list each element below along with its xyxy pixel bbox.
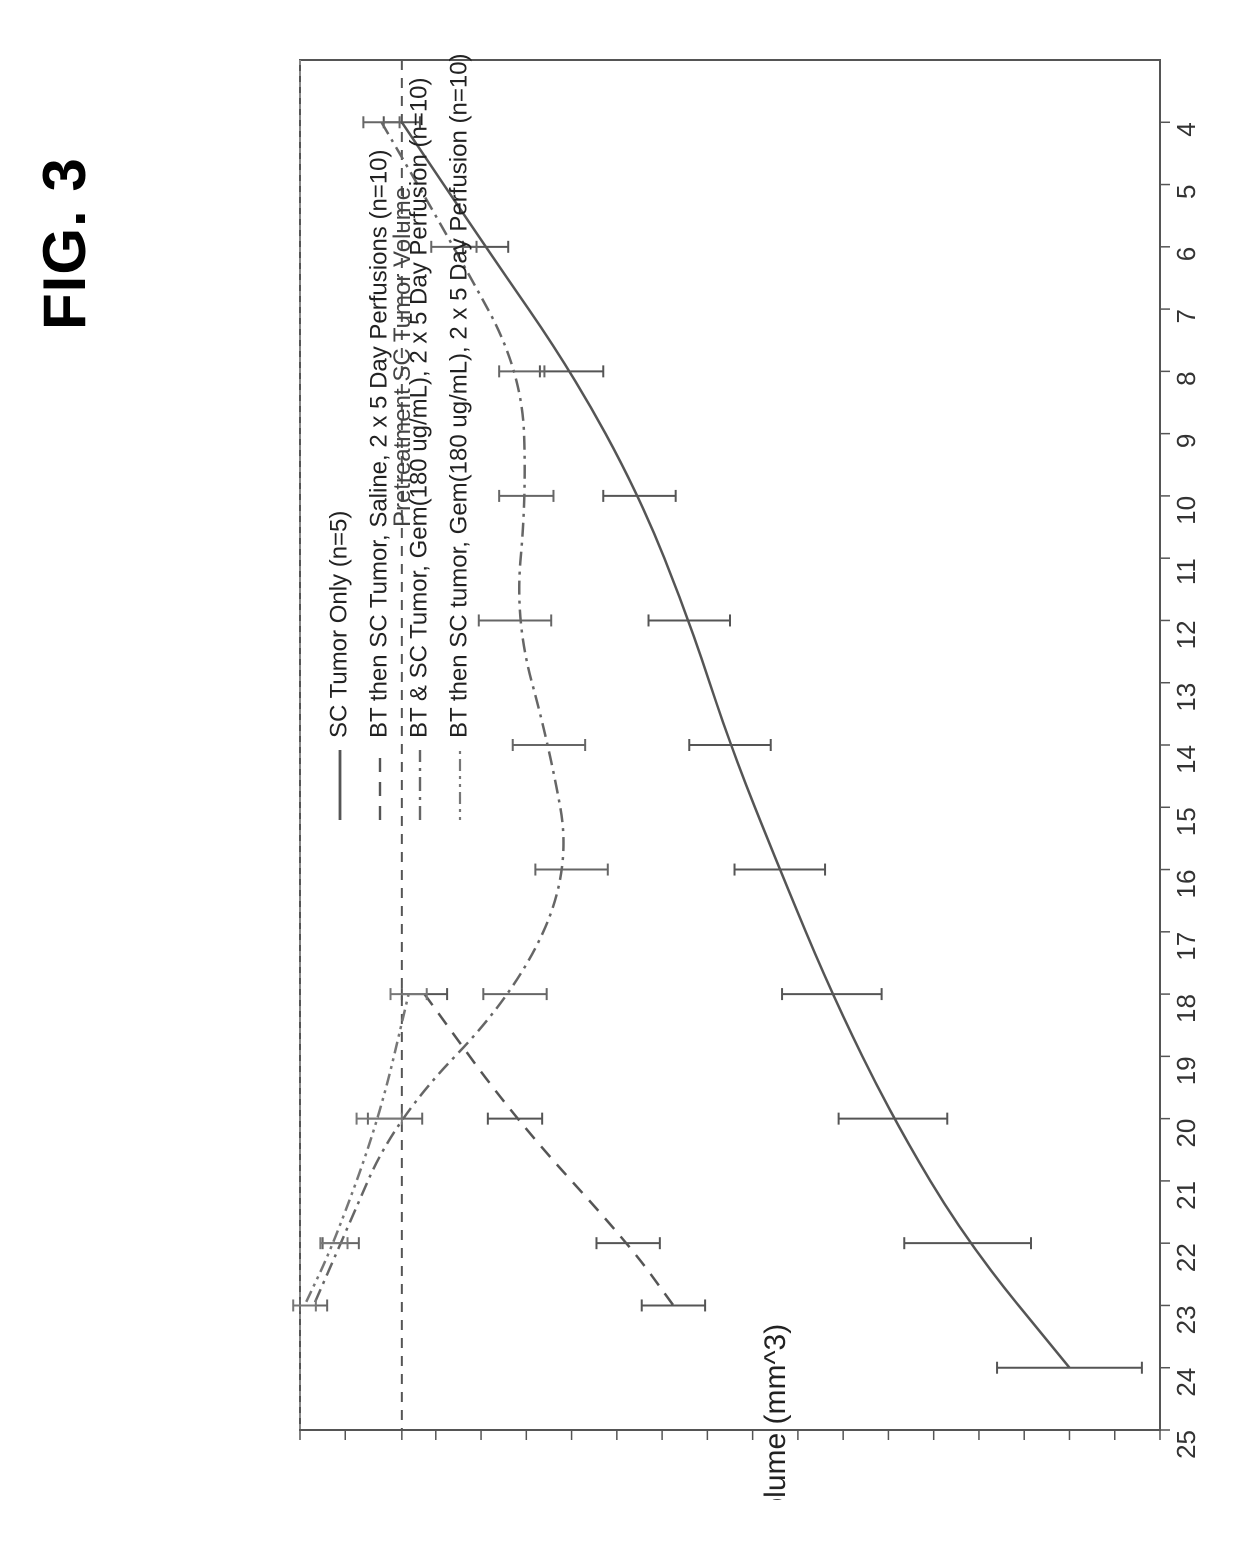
x-tick-label: 8 bbox=[1171, 371, 1200, 385]
x-tick-label: 22 bbox=[1171, 1243, 1200, 1272]
x-tick-label: 23 bbox=[1171, 1305, 1200, 1334]
legend-label: BT & SC Tumor, Gem(180 ug/mL), 2 x 5 Day… bbox=[405, 77, 432, 738]
x-tick-label: 24 bbox=[1171, 1368, 1200, 1397]
x-tick-label: 15 bbox=[1171, 807, 1200, 836]
legend-label: BT then SC tumor, Gem(180 ug/mL), 2 x 5 … bbox=[445, 53, 472, 738]
x-tick-label: 18 bbox=[1171, 994, 1200, 1023]
x-tick-label: 25 bbox=[1171, 1430, 1200, 1459]
legend-label: BT then SC Tumor, Saline, 2 x 5 Day Perf… bbox=[365, 149, 392, 738]
x-tick-label: 4 bbox=[1171, 122, 1200, 136]
x-tick-label: 6 bbox=[1171, 247, 1200, 261]
series-s2 bbox=[424, 994, 673, 1305]
legend-label: SC Tumor Only (n=5) bbox=[325, 511, 352, 738]
figure-label: FIG. 3 bbox=[30, 157, 99, 330]
y-axis-title: SC Tumor Volume (mm^3) bbox=[759, 1324, 792, 1500]
x-tick-label: 10 bbox=[1171, 496, 1200, 525]
x-tick-label: 12 bbox=[1171, 620, 1200, 649]
x-tick-label: 21 bbox=[1171, 1181, 1200, 1210]
x-tick-label: 5 bbox=[1171, 185, 1200, 199]
x-tick-label: 16 bbox=[1171, 870, 1200, 899]
x-tick-label: 14 bbox=[1171, 745, 1200, 774]
x-tick-label: 7 bbox=[1171, 309, 1200, 323]
x-tick-label: 17 bbox=[1171, 932, 1200, 961]
chart: 0204560801001201401601802002202402602803… bbox=[160, 40, 1200, 1500]
x-tick-label: 19 bbox=[1171, 1056, 1200, 1085]
series-s4 bbox=[305, 994, 409, 1305]
x-tick-label: 13 bbox=[1171, 683, 1200, 712]
figure-container: FIG. 3 020456080100120140160180200220240… bbox=[0, 0, 1240, 1548]
x-tick-label: 11 bbox=[1171, 558, 1200, 585]
x-tick-label: 20 bbox=[1171, 1119, 1200, 1148]
x-tick-label: 9 bbox=[1171, 434, 1200, 448]
